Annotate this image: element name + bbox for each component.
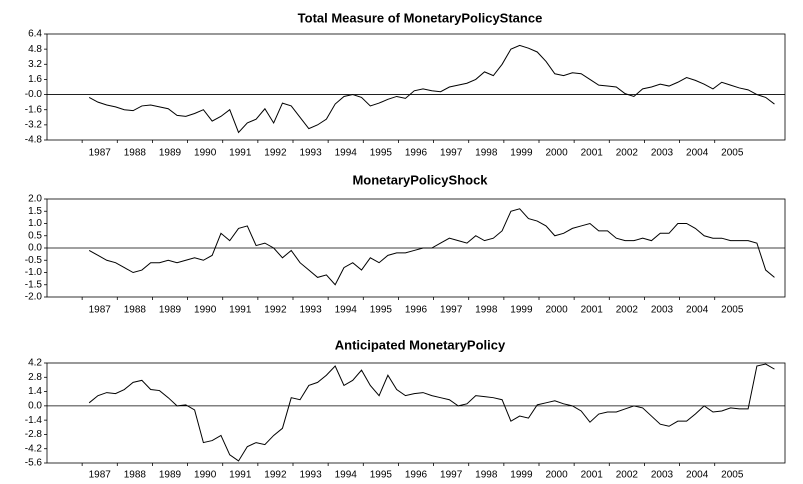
x-tick-label: 1993 xyxy=(299,305,322,316)
x-tick-label: 1995 xyxy=(370,470,393,481)
x-tick-label: 1994 xyxy=(335,305,358,316)
x-tick-label: 2004 xyxy=(686,305,709,316)
x-tick-label: 1996 xyxy=(405,305,428,316)
x-tick-label: 1994 xyxy=(335,148,358,159)
series-line xyxy=(88,208,775,286)
x-tick-label: 1990 xyxy=(194,470,217,481)
y-tick-label: -1.6 xyxy=(25,104,43,115)
x-tick-label: 1989 xyxy=(159,148,182,159)
series-line xyxy=(88,363,775,462)
x-tick-label: 1999 xyxy=(510,470,533,481)
series-line xyxy=(88,44,775,134)
x-tick-label: 1992 xyxy=(264,148,287,159)
x-tick-label: 2003 xyxy=(651,148,674,159)
plot-frame xyxy=(46,362,786,464)
x-tick-label: 1993 xyxy=(299,470,322,481)
y-tick-label: -1.0 xyxy=(25,267,43,278)
x-tick-label: 2000 xyxy=(545,470,568,481)
y-tick-label: -2.0 xyxy=(25,292,43,303)
x-tick-label: 1990 xyxy=(194,305,217,316)
x-tick-label: 1992 xyxy=(264,305,287,316)
y-tick-label: -5.6 xyxy=(25,458,43,469)
x-tick-label: 2004 xyxy=(686,148,709,159)
x-tick-label: 1993 xyxy=(299,148,322,159)
y-tick-label: 2.0 xyxy=(28,194,42,205)
y-tick-label: -4.2 xyxy=(25,443,43,454)
x-tick-label: 1998 xyxy=(475,470,498,481)
y-tick-label: 1.6 xyxy=(28,74,42,85)
x-tick-label: 1995 xyxy=(370,148,393,159)
x-tick-label: 2005 xyxy=(721,470,744,481)
x-tick-label: 1999 xyxy=(510,305,533,316)
x-tick-label: 1990 xyxy=(194,148,217,159)
x-tick-label: 1991 xyxy=(229,305,252,316)
x-tick-label: 1999 xyxy=(510,148,533,159)
chart-title: MonetaryPolicyShock xyxy=(352,172,488,187)
y-tick-label: 1.0 xyxy=(28,218,42,229)
x-tick-label: 2000 xyxy=(545,305,568,316)
x-tick-label: 2001 xyxy=(581,305,604,316)
x-tick-label: 1991 xyxy=(229,470,252,481)
y-tick-label: 4.8 xyxy=(28,44,42,55)
y-tick-label: 0.0 xyxy=(28,243,42,254)
x-tick-label: 1988 xyxy=(124,470,147,481)
x-tick-label: 1988 xyxy=(124,305,147,316)
x-tick-label: 1996 xyxy=(405,148,428,159)
x-tick-label: 1998 xyxy=(475,305,498,316)
x-tick-label: 1988 xyxy=(124,148,147,159)
x-tick-label: 1987 xyxy=(89,305,112,316)
x-tick-label: 2002 xyxy=(616,305,639,316)
x-tick-label: 2004 xyxy=(686,470,709,481)
x-tick-label: 2001 xyxy=(581,148,604,159)
y-tick-label: -0.5 xyxy=(25,255,43,266)
y-tick-label: 0.0 xyxy=(28,400,42,411)
x-tick-label: 1989 xyxy=(159,470,182,481)
x-tick-label: 1996 xyxy=(405,470,428,481)
y-tick-label: -1.4 xyxy=(25,415,43,426)
y-tick-label: -2.8 xyxy=(25,429,43,440)
x-tick-label: 1997 xyxy=(440,148,463,159)
y-tick-label: 2.8 xyxy=(28,372,42,383)
x-tick-label: 1987 xyxy=(89,470,112,481)
y-tick-label: 1.4 xyxy=(28,386,42,397)
x-tick-label: 1992 xyxy=(264,470,287,481)
chart-title: Total Measure of MonetaryPolicyStance xyxy=(298,10,543,25)
x-tick-label: 2005 xyxy=(721,148,744,159)
x-tick-label: 1991 xyxy=(229,148,252,159)
y-tick-label: -0.0 xyxy=(25,89,43,100)
y-tick-label: -1.5 xyxy=(25,279,43,290)
chart-title: Anticipated MonetaryPolicy xyxy=(335,337,506,352)
x-tick-label: 2002 xyxy=(616,148,639,159)
y-tick-label: 0.5 xyxy=(28,230,42,241)
x-tick-label: 2005 xyxy=(721,305,744,316)
y-tick-label: 1.5 xyxy=(28,206,42,217)
x-tick-label: 1989 xyxy=(159,305,182,316)
plot-frame xyxy=(46,33,786,141)
x-tick-label: 1987 xyxy=(89,148,112,159)
x-tick-label: 2003 xyxy=(651,470,674,481)
x-tick-label: 2001 xyxy=(581,470,604,481)
x-tick-label: 2000 xyxy=(545,148,568,159)
x-tick-label: 1994 xyxy=(335,470,358,481)
x-tick-label: 1997 xyxy=(440,470,463,481)
y-tick-label: 3.2 xyxy=(28,59,42,70)
x-tick-label: 1995 xyxy=(370,305,393,316)
x-tick-label: 1997 xyxy=(440,305,463,316)
x-tick-label: 2003 xyxy=(651,305,674,316)
x-tick-label: 2002 xyxy=(616,470,639,481)
x-tick-label: 1998 xyxy=(475,148,498,159)
y-tick-label: 4.2 xyxy=(28,358,42,369)
y-tick-label: -3.2 xyxy=(25,119,43,130)
y-tick-label: 6.4 xyxy=(28,29,42,40)
y-tick-label: -4.8 xyxy=(25,135,43,146)
